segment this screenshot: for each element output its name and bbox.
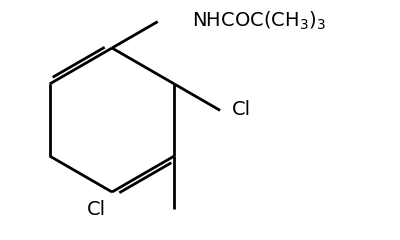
Text: Cl: Cl xyxy=(86,200,106,219)
Text: NHCOC(CH$_3$)$_3$: NHCOC(CH$_3$)$_3$ xyxy=(192,9,326,31)
Text: Cl: Cl xyxy=(232,100,251,119)
